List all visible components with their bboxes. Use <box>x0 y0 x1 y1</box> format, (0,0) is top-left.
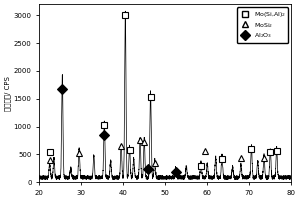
Legend: Mo(Si,Al)$_2$, MoSi$_2$, Al$_2$O$_3$: Mo(Si,Al)$_2$, MoSi$_2$, Al$_2$O$_3$ <box>237 7 288 43</box>
Y-axis label: 衍射強度/ CPS: 衍射強度/ CPS <box>4 76 11 111</box>
